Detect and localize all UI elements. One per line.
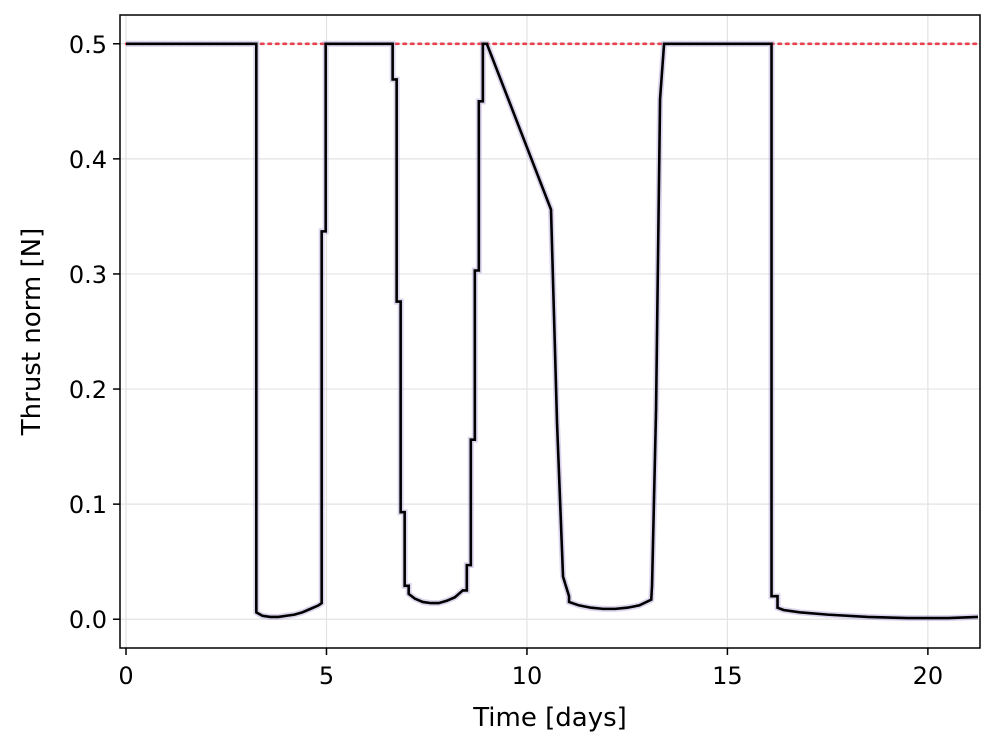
plot-area	[124, 40, 980, 622]
y-tick-label: 0.1	[69, 491, 107, 519]
y-tick-label: 0.2	[69, 376, 107, 404]
y-tick-label: 0.3	[69, 261, 107, 289]
plot-frame	[119, 14, 981, 649]
x-tick-label: 5	[319, 662, 334, 690]
x-axis-label: Time [days]	[472, 703, 627, 733]
y-tick-label: 0.4	[69, 146, 107, 174]
thrust-norm-line	[126, 42, 979, 620]
y-tick-label: 0.5	[69, 31, 107, 59]
x-tick-label: 20	[913, 662, 944, 690]
x-tick-label: 10	[512, 662, 543, 690]
y-tick-label: 0.0	[69, 606, 107, 634]
y-axis-ticks: 0.0 0.1 0.2 0.3 0.4 0.5	[69, 31, 120, 634]
y-axis-label: Thrust norm [N]	[17, 228, 47, 436]
x-tick-label: 0	[118, 662, 133, 690]
x-axis-ticks: 0 5 10 15 20	[118, 648, 943, 690]
x-tick-label: 15	[712, 662, 743, 690]
